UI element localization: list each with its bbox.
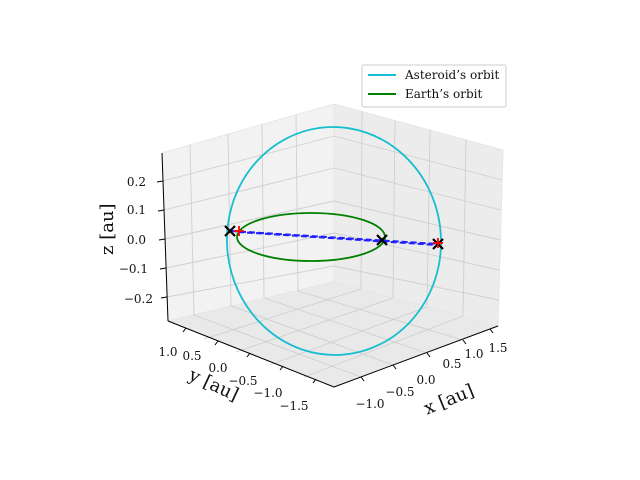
- z-tick-labels: −0.2 −0.1 0.0 0.1 0.2: [119, 175, 153, 306]
- x-tick-label: 1.0: [464, 347, 483, 361]
- connector-line: [237, 231, 438, 246]
- x-tick-label: 1.5: [488, 341, 507, 355]
- marker-plus: [234, 226, 244, 236]
- tick-marks: [156, 180, 494, 384]
- legend-label-asteroid: Asteroid’s orbit: [404, 68, 499, 82]
- legend-label-earth: Earth’s orbit: [405, 87, 482, 101]
- y-tick-label: −0.5: [228, 374, 257, 388]
- z-tick-label: 0.0: [127, 233, 146, 247]
- y-tick-label: −1.0: [253, 386, 282, 400]
- legend-box: [361, 64, 507, 108]
- z-tick-label: 0.2: [127, 175, 146, 189]
- marker-x: [224, 225, 236, 237]
- y-tick-label: −1.5: [279, 399, 308, 413]
- x-tick-labels: −1.0−0.50.0 0.51.0 1.5: [355, 341, 507, 411]
- x-tick-label: −0.5: [385, 385, 414, 399]
- y-tick-label: 0.5: [182, 349, 201, 363]
- z-tick-label: −0.2: [124, 292, 153, 306]
- marker-plus: [433, 238, 443, 248]
- marker-x: [376, 234, 388, 246]
- legend: Asteroid’s orbit Earth’s orbit: [361, 64, 507, 108]
- z-tick-label: 0.1: [127, 203, 146, 217]
- y-tick-label: 0.0: [208, 361, 227, 375]
- z-tick-label: −0.1: [119, 262, 148, 276]
- z-axis-label: z [au]: [97, 203, 118, 255]
- x-tick-label: −1.0: [355, 397, 384, 411]
- y-tick-labels: −1.5−1.0−0.50.0 0.5 1.0: [158, 345, 308, 413]
- asteroid-orbit: [226, 126, 442, 356]
- y-axis-line: [167, 320, 335, 388]
- x-tick-label: 0.5: [442, 357, 461, 371]
- x-tick-label: 0.0: [416, 373, 435, 387]
- grid-lines: [162, 110, 503, 378]
- y-tick-label: 1.0: [158, 345, 177, 359]
